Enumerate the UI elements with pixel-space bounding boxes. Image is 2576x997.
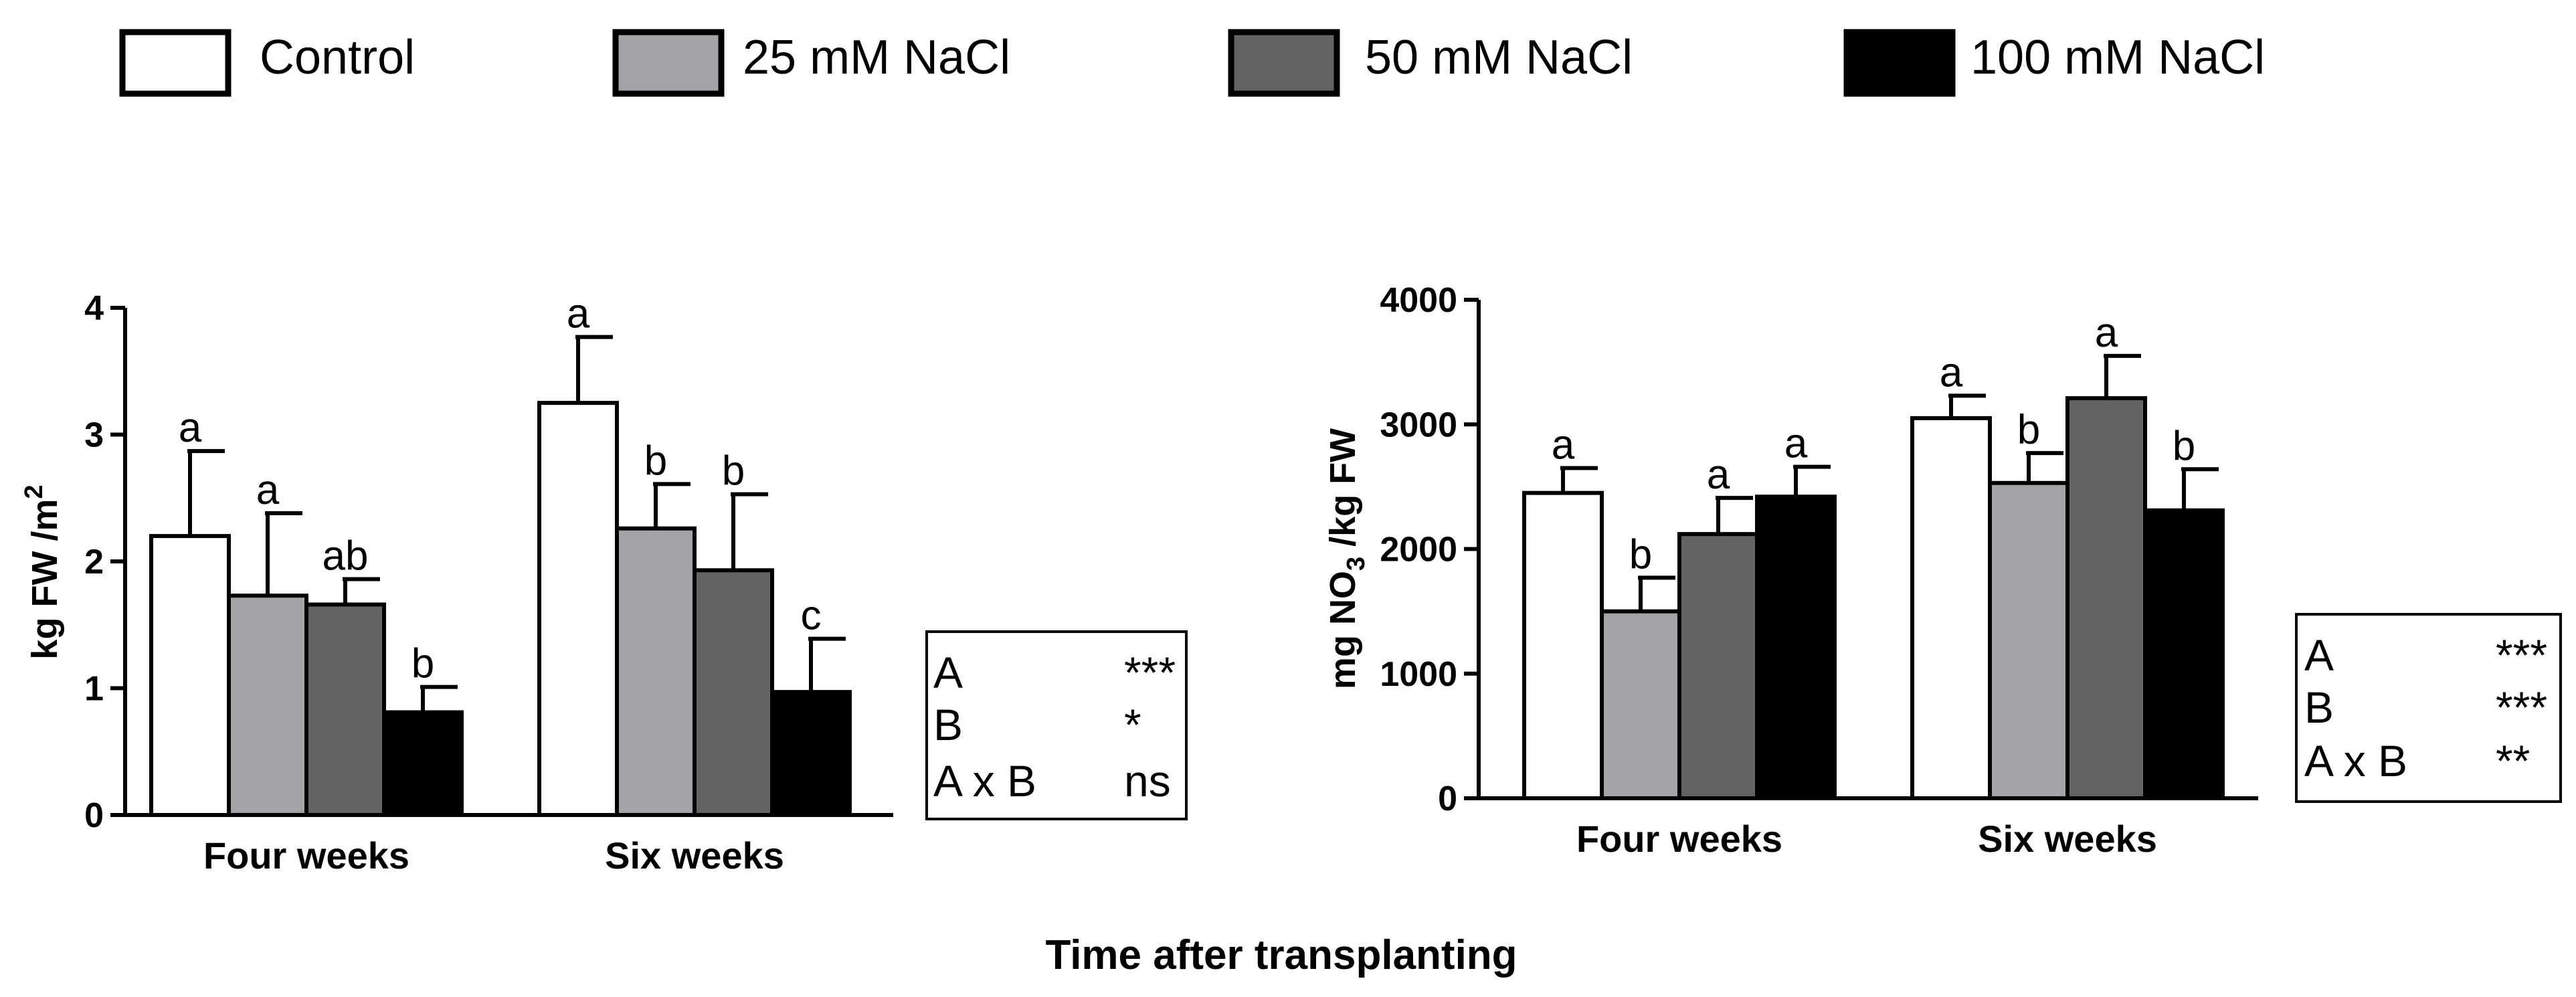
left-bar	[537, 401, 619, 817]
left-y-tick-label: 0	[84, 796, 104, 835]
legend-item-25mm: 25 mM NaCl	[612, 29, 1010, 97]
left-stats-sig-a: ***	[1124, 648, 1176, 697]
left-bar	[149, 534, 231, 817]
left-bar	[693, 568, 774, 817]
right-y-tick-label: 2000	[1380, 531, 1457, 569]
right-category-label: Six weeks	[1978, 818, 2157, 860]
legend-label-100mm: 100 mM NaCl	[1970, 31, 2265, 84]
right-sig-letter: a	[1552, 422, 1575, 468]
left-sig-letter: a	[256, 467, 280, 513]
legend-swatch-50mm	[1228, 29, 1340, 97]
left-stats-sig-b: *	[1124, 700, 1141, 749]
right-bar	[2143, 508, 2225, 800]
right-bar	[1677, 532, 1759, 801]
left-stats-factor-b: B	[933, 700, 963, 749]
left-bar	[304, 602, 386, 817]
left-y-tick-label: 3	[84, 416, 104, 455]
left-sig-letter: c	[801, 593, 822, 639]
left-sig-letter: b	[411, 641, 434, 687]
left-axes: 0 1 2 3 4 Four weeks Six weeks	[84, 289, 893, 877]
right-y-tick-label: 0	[1438, 780, 1457, 818]
right-bar	[2065, 396, 2147, 800]
legend-item-control: Control	[119, 29, 415, 97]
right-sig-letter: b	[1629, 531, 1652, 577]
right-stats-factor-a: A	[2304, 630, 2334, 680]
left-y-axis-title-sup: 2	[20, 484, 48, 498]
left-category-label: Four weeks	[203, 834, 409, 877]
right-bar	[1600, 609, 1681, 800]
right-sig-letter: b	[2017, 407, 2040, 453]
right-stats-factor-b: B	[2304, 683, 2334, 732]
left-stats-factor-axb: A x B	[933, 756, 1036, 806]
left-bars	[149, 401, 852, 818]
left-stats-box: A *** B * A x B ns	[925, 630, 1188, 820]
left-y-axis-title-main: kg FW /m	[25, 499, 65, 660]
left-y-axis-title: kg FW /m2	[20, 484, 65, 659]
legend-swatch-25mm	[612, 29, 725, 97]
right-y-tick-label: 1000	[1380, 655, 1457, 694]
right-bar	[1988, 480, 2069, 800]
right-bar	[1910, 416, 1992, 800]
right-significance-letters: a b a a a b a b	[1552, 310, 2195, 578]
left-sig-letter: a	[179, 405, 202, 451]
right-axes: 0 1000 2000 3000 4000 Four weeks Six weeks	[1380, 281, 2258, 860]
right-y-tick-label: 3000	[1380, 405, 1457, 444]
right-sig-letter: a	[1707, 452, 1730, 498]
left-y-tick-label: 4	[84, 289, 104, 328]
x-axis-title: Time after transplanting	[1045, 932, 1517, 978]
right-bar	[1522, 490, 1604, 800]
legend-label-50mm: 50 mM NaCl	[1365, 31, 1633, 84]
left-stats-sig-axb: ns	[1124, 756, 1171, 806]
right-bar	[1755, 494, 1837, 801]
right-stats-box: A *** B *** A x B **	[2295, 613, 2562, 803]
legend-label-control: Control	[260, 31, 415, 84]
right-y-axis-title: mg NO3 /kg FW	[1323, 428, 1370, 689]
right-stats-sig-a: ***	[2496, 630, 2547, 680]
right-bars	[1522, 396, 2225, 801]
legend-label-25mm: 25 mM NaCl	[743, 31, 1010, 84]
legend: Control 25 mM NaCl 50 mM NaCl 100 mM NaC…	[119, 29, 2265, 97]
left-stats-factor-a: A	[933, 648, 963, 697]
left-y-tick-label: 1	[84, 670, 104, 709]
right-error-bars	[1560, 353, 2219, 612]
right-y-axis-title-sub: 3	[1342, 557, 1370, 571]
legend-swatch-control	[119, 29, 232, 97]
left-error-bars	[187, 335, 846, 713]
left-bar	[382, 710, 464, 817]
left-bar	[615, 526, 697, 817]
legend-swatch-100mm	[1843, 29, 1956, 97]
right-stats-sig-axb: **	[2496, 736, 2530, 786]
right-stats-sig-b: ***	[2496, 683, 2547, 732]
right-category-label: Four weeks	[1576, 818, 1782, 860]
right-y-axis-title-main: mg NO	[1323, 571, 1363, 689]
left-sig-letter: a	[567, 291, 590, 337]
left-bar	[227, 594, 308, 817]
legend-item-100mm: 100 mM NaCl	[1843, 29, 2265, 97]
left-y-tick-label: 2	[84, 543, 104, 581]
left-sig-letter: b	[722, 448, 745, 494]
left-stats-box-frame	[925, 630, 1188, 820]
right-stats-box-frame	[2295, 613, 2562, 803]
right-sig-letter: b	[2173, 423, 2195, 469]
right-sig-letter: a	[1784, 421, 1808, 467]
right-sig-letter: a	[1940, 349, 1963, 395]
left-sig-letter: b	[644, 438, 667, 484]
right-stats-factor-axb: A x B	[2304, 736, 2407, 786]
left-category-label: Six weeks	[605, 834, 784, 877]
right-sig-letter: a	[2095, 310, 2118, 356]
left-bar	[770, 690, 852, 818]
right-y-axis-title-rest: /kg FW	[1323, 428, 1363, 557]
legend-item-50mm: 50 mM NaCl	[1228, 29, 1633, 97]
left-sig-letter: ab	[323, 533, 369, 579]
right-y-tick-label: 4000	[1380, 281, 1457, 320]
